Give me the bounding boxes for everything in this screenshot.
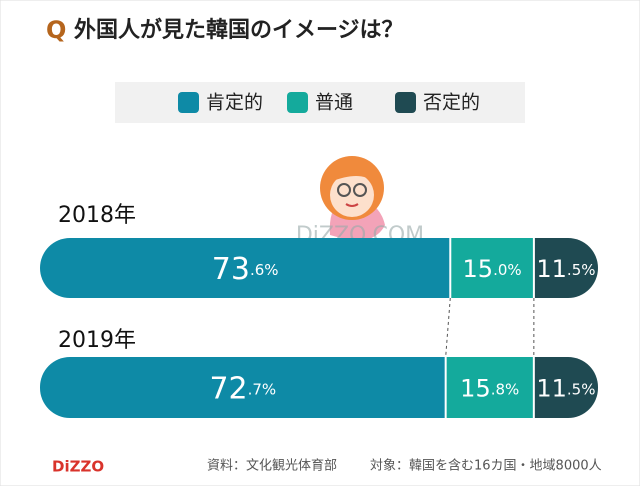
value-label: 11.5%	[536, 375, 595, 403]
chart-title: 外国人が見た韓国のイメージは？	[74, 17, 404, 43]
source: 資料：文化観光体育部	[207, 458, 337, 474]
segment-gap	[449, 238, 452, 298]
logo: DiZZO	[52, 458, 104, 476]
bar-segment	[40, 238, 451, 298]
category-label: 2019年	[58, 328, 136, 353]
bar-segment	[445, 357, 534, 418]
legend-label: 普通	[315, 92, 353, 114]
legend-label: 否定的	[423, 92, 480, 114]
bar-segment	[40, 357, 446, 418]
value-label: 15.0%	[463, 255, 522, 283]
connector	[445, 297, 451, 358]
legend-swatch	[395, 92, 416, 113]
legend-swatch	[287, 92, 308, 113]
bar-row	[40, 357, 598, 418]
segment-gap	[532, 357, 535, 418]
value-label: 15.8%	[460, 375, 519, 403]
bar-segment	[533, 357, 598, 418]
category-label: 2018年	[58, 203, 136, 228]
bar-segment	[533, 238, 598, 298]
bar-row	[40, 238, 598, 298]
note: 対象：韓国を含む16カ国・地域8000人	[370, 458, 602, 474]
legend: 肯定的 普通 否定的	[178, 92, 480, 114]
character-illustration	[320, 156, 385, 242]
segment-gap	[444, 357, 447, 418]
value-label: 11.5%	[536, 255, 595, 283]
q-mark: Q	[46, 16, 66, 44]
legend-label: 肯定的	[206, 92, 263, 114]
legend-swatch	[178, 92, 199, 113]
value-label: 72.7%	[209, 371, 276, 406]
value-label: 73.6%	[212, 252, 279, 287]
segment-gap	[532, 238, 535, 298]
bar-segment	[450, 238, 534, 298]
